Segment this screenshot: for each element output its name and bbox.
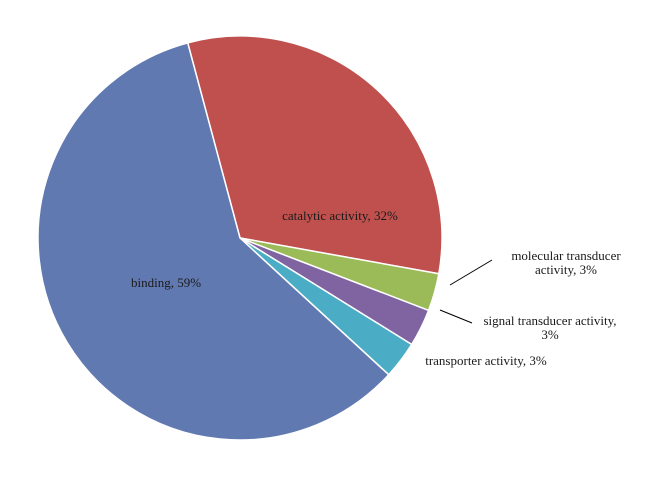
slice-label-signal: signal transducer activity, 3% <box>483 313 616 342</box>
slice-label-line: binding, 59% <box>131 275 201 290</box>
slice-label-line: signal transducer activity, <box>483 313 616 328</box>
pie-slice-catalytic <box>186 35 443 275</box>
pie-slice-binding <box>37 41 390 441</box>
slice-label-transporter: transporter activity, 3% <box>425 353 547 368</box>
pie-slices <box>37 35 443 441</box>
slice-label-line: 3% <box>541 327 559 342</box>
slice-label-line: molecular transducer <box>511 248 621 263</box>
slice-label-line: catalytic activity, 32% <box>282 208 398 223</box>
leader-line-signal <box>439 309 473 324</box>
slice-label-line: transporter activity, 3% <box>425 353 547 368</box>
slice-label-binding: binding, 59% <box>131 275 201 290</box>
slice-label-molecular: molecular transducer activity, 3% <box>511 248 621 277</box>
leader-line-molecular <box>449 259 493 286</box>
leader-lines <box>439 259 493 324</box>
slice-labels: catalytic activity, 32% molecular transdu… <box>131 208 621 368</box>
slice-label-line: activity, 3% <box>535 262 597 277</box>
slice-label-catalytic: catalytic activity, 32% <box>282 208 398 223</box>
